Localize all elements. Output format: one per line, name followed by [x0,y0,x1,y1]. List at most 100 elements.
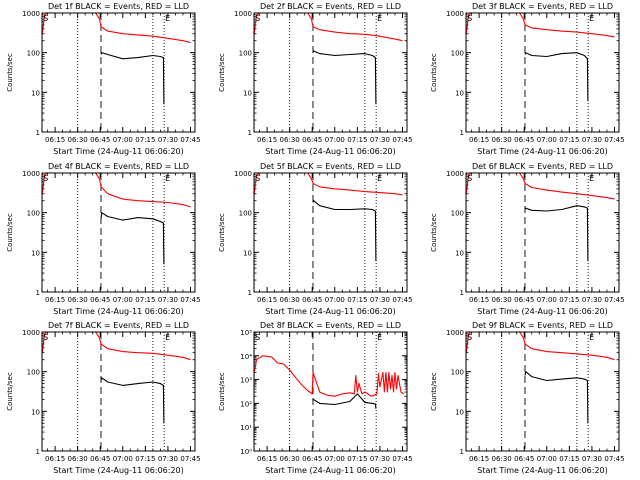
x-tick-label: 07:30 [158,296,178,304]
panel-title: Det 4f BLACK = Events, RED = LLD [48,162,189,171]
plot-frame [465,12,620,133]
x-tick-label: 06:30 [280,296,300,304]
series-events-line [524,205,589,262]
x-tick-label: 07:30 [370,455,390,463]
panel-title: Det 6f BLACK = Events, RED = LLD [472,162,613,171]
y-tick-label: 10 [31,249,40,257]
x-axis-label: Start Time (24-Aug-11 06:06:20) [265,466,396,475]
start-marker-label: S [255,14,260,23]
x-tick-label: 06:15 [45,455,65,463]
x-tick-label: 07:15 [559,296,579,304]
x-tick-label: 06:30 [68,136,88,144]
x-tick-label: 07:15 [135,136,155,144]
x-tick-label: 07:00 [537,136,557,144]
panel-det-9: Det 9f BLACK = Events, RED = LLD Counts/s… [430,321,625,475]
x-tick-label: 06:30 [68,455,88,463]
y-axis-label: Counts/sec [430,213,438,252]
y-tick-label: 10 [243,249,252,257]
y-tick-label: 1 [460,289,464,297]
series-events-line [524,52,589,102]
y-tick-label: 1 [460,448,464,456]
x-tick-label: 07:45 [392,136,412,144]
y-tick-label: 10 [31,89,40,97]
end-marker-label: E [377,174,382,183]
plot-frame [253,172,408,293]
x-tick-label: 07:00 [537,455,557,463]
plot-frame [41,172,196,293]
x-tick-label: 06:45 [90,455,110,463]
y-tick-label: 1 [36,448,40,456]
panel-det-4: Det 4f BLACK = Events, RED = LLD Counts/s… [6,162,201,316]
x-tick-label: 06:30 [492,455,512,463]
panel-title: Det 3f BLACK = Events, RED = LLD [472,2,613,11]
y-axis-label: Counts/sec [430,372,438,411]
start-marker-label: S [43,14,48,23]
x-tick-label: 07:00 [325,455,345,463]
y-tick-label: 10¹ [240,424,252,432]
y-tick-label: 1 [36,129,40,137]
y-tick-label: 1000 [446,10,464,18]
x-axis-label: Start Time (24-Aug-11 06:06:20) [53,147,184,156]
x-tick-label: 06:30 [280,136,300,144]
y-tick-label: 1 [248,129,252,137]
y-axis-label: Counts/sec [6,53,14,92]
x-tick-label: 07:00 [113,455,133,463]
x-tick-label: 06:30 [280,455,300,463]
x-tick-label: 07:30 [582,455,602,463]
y-axis-label: Counts/sec [218,213,226,252]
panel-det-3: Det 3f BLACK = Events, RED = LLD Counts/s… [430,2,625,156]
plot-frame [41,12,196,133]
x-tick-label: 07:00 [113,136,133,144]
y-tick-label: 10⁵ [240,329,252,337]
series-events-line [524,371,589,424]
y-tick-label: 100 [451,369,464,377]
start-marker-label: S [43,333,48,342]
y-tick-label: 1000 [22,329,40,337]
plot-frame [465,331,620,452]
x-tick-label: 07:00 [113,296,133,304]
y-tick-label: 10 [455,89,464,97]
y-tick-label: 100 [27,210,40,218]
series-events-line [312,200,377,262]
x-tick-label: 06:15 [469,455,489,463]
x-tick-label: 06:30 [492,136,512,144]
x-tick-label: 07:15 [135,455,155,463]
x-tick-label: 06:15 [469,136,489,144]
x-tick-label: 07:45 [604,136,624,144]
x-axis-label: Start Time (24-Aug-11 06:06:20) [53,466,184,475]
x-tick-label: 06:45 [302,455,322,463]
y-tick-label: 10³ [240,377,252,385]
x-axis-label: Start Time (24-Aug-11 06:06:20) [265,307,396,316]
y-tick-label: 1000 [446,170,464,178]
y-tick-label: 10 [455,408,464,416]
x-tick-label: 07:45 [604,455,624,463]
panel-title: Det 7f BLACK = Events, RED = LLD [48,321,189,330]
series-events-line [100,212,165,265]
x-tick-label: 06:45 [90,136,110,144]
panel-det-5: Det 5f BLACK = Events, RED = LLD Counts/s… [218,162,413,316]
y-tick-label: 10⁰ [240,448,252,456]
x-tick-label: 07:30 [370,136,390,144]
y-axis-label: Counts/sec [6,213,14,252]
x-tick-label: 06:15 [45,136,65,144]
x-tick-label: 07:45 [180,136,200,144]
x-tick-label: 07:00 [325,136,345,144]
x-tick-label: 06:45 [514,296,534,304]
x-tick-label: 07:30 [370,296,390,304]
x-axis-label: Start Time (24-Aug-11 06:06:20) [265,147,396,156]
x-tick-label: 06:15 [469,296,489,304]
y-tick-label: 100 [451,210,464,218]
y-tick-label: 100 [27,369,40,377]
y-tick-label: 1 [460,129,464,137]
x-tick-label: 07:30 [158,455,178,463]
x-tick-label: 07:45 [392,455,412,463]
x-tick-label: 06:15 [257,136,277,144]
start-marker-label: S [255,174,260,183]
x-tick-label: 06:45 [302,136,322,144]
y-tick-label: 100 [239,50,252,58]
series-lld-line [253,355,405,397]
y-axis-label: Counts/sec [430,53,438,92]
panel-det-6: Det 6f BLACK = Events, RED = LLD Counts/s… [430,162,625,316]
panel-det-1: Det 1f BLACK = Events, RED = LLD Counts/s… [6,2,201,156]
y-tick-label: 1 [36,289,40,297]
